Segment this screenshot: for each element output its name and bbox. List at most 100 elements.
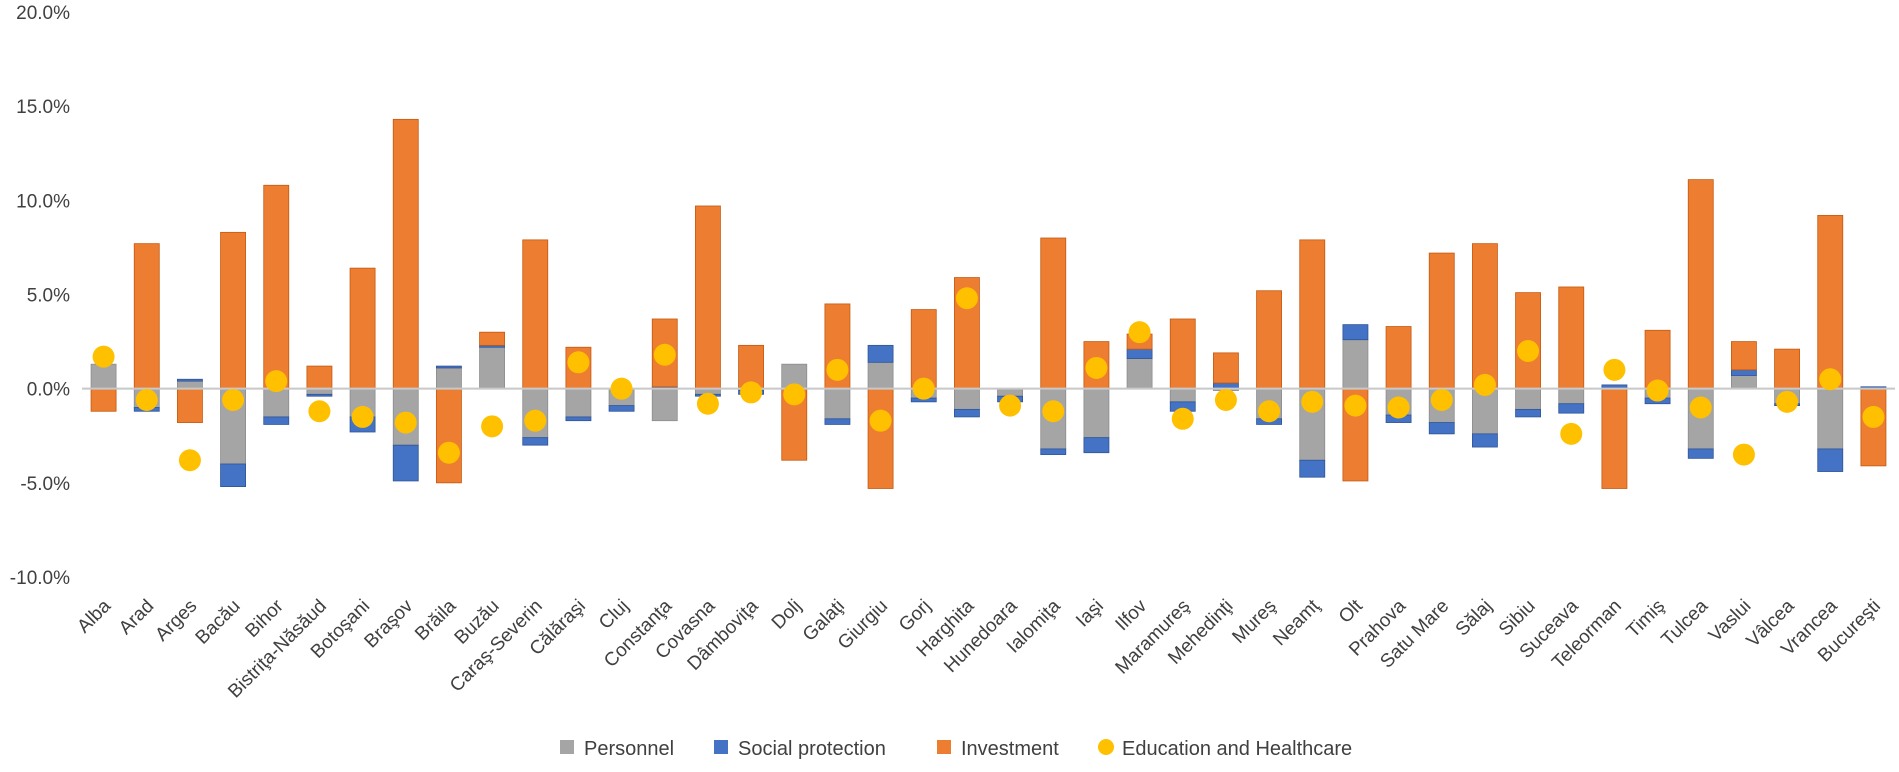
marker-education-and-healthcare xyxy=(1214,388,1237,411)
marker-education-and-healthcare xyxy=(1387,396,1410,419)
bar-personnel xyxy=(1558,388,1585,405)
markers xyxy=(92,287,1885,472)
bar-investment xyxy=(176,388,203,423)
bar-investment xyxy=(1644,329,1671,390)
marker-education-and-healthcare xyxy=(912,377,935,400)
bar-social-protection xyxy=(522,437,549,446)
legend: Personnel Social protection Investment Educ… xyxy=(560,738,1352,760)
marker-education-and-healthcare xyxy=(308,400,331,423)
bar-personnel xyxy=(1515,388,1542,410)
bar-social-protection xyxy=(1126,348,1153,359)
marker-education-and-healthcare xyxy=(92,345,115,368)
marker-education-and-healthcare xyxy=(1776,390,1799,413)
marker-education-and-healthcare xyxy=(1689,396,1712,419)
y-axis: -10.0% -5.0% 0.0% 5.0% 10.0% 15.0% 20.0% xyxy=(10,3,70,589)
bar-personnel xyxy=(1817,388,1844,450)
x-tick-label: Iaşi xyxy=(1072,596,1108,632)
marker-education-and-healthcare xyxy=(481,415,504,438)
bar-investment xyxy=(1385,326,1412,390)
legend-label: Education and Healthcare xyxy=(1122,738,1352,760)
bar-social-protection xyxy=(824,418,851,425)
x-tick-label: Cluj xyxy=(595,596,633,634)
y-tick-label: 0.0% xyxy=(27,380,70,401)
marker-education-and-healthcare xyxy=(1085,356,1108,379)
bar-investment xyxy=(1040,237,1067,390)
marker-education-and-healthcare xyxy=(1473,373,1496,396)
bar-investment xyxy=(479,331,505,346)
bar-social-protection xyxy=(1731,369,1757,376)
bar-personnel xyxy=(1342,339,1369,390)
marker-education-and-healthcare xyxy=(1430,388,1453,411)
marker-education-and-healthcare xyxy=(178,449,201,472)
bar-investment xyxy=(435,388,462,484)
bar-investment xyxy=(522,239,549,390)
marker-education-and-healthcare xyxy=(653,343,676,366)
legend-swatch xyxy=(937,740,951,754)
bar-social-protection xyxy=(176,378,203,382)
bar-investment xyxy=(1256,290,1283,390)
bar-personnel xyxy=(435,367,462,390)
legend-swatch xyxy=(1098,739,1114,755)
bar-social-protection xyxy=(435,365,462,369)
bar-personnel xyxy=(90,363,117,390)
legend-swatch xyxy=(714,740,728,754)
bar-investment xyxy=(263,184,290,390)
bar-personnel xyxy=(565,388,592,418)
x-axis: Alba AradArgesBacăuBihorBistriţa-NăsăudBo… xyxy=(73,595,1885,702)
bar-social-protection xyxy=(954,408,980,418)
y-tick-label: 10.0% xyxy=(16,191,70,212)
bar-social-protection xyxy=(392,444,419,482)
bar-personnel xyxy=(867,361,894,390)
marker-education-and-healthcare xyxy=(999,394,1022,417)
bar-investment xyxy=(1817,214,1844,390)
y-tick-label: -10.0% xyxy=(10,568,70,589)
y-tick-label: 15.0% xyxy=(16,97,70,118)
legend-label: Personnel xyxy=(584,738,674,760)
bar-personnel xyxy=(1169,388,1196,403)
bar-social-protection xyxy=(1817,448,1844,472)
legend-label: Social protection xyxy=(738,738,886,760)
marker-education-and-healthcare xyxy=(1819,368,1842,391)
bar-social-protection xyxy=(1342,324,1369,341)
bar-personnel xyxy=(1083,388,1110,439)
marker-education-and-healthcare xyxy=(524,409,547,432)
marker-education-and-healthcare xyxy=(1560,422,1583,445)
bar-social-protection xyxy=(220,463,246,488)
marker-education-and-healthcare xyxy=(567,351,590,374)
bar-investment xyxy=(1601,388,1628,489)
marker-education-and-healthcare xyxy=(1171,407,1194,430)
bar-social-protection xyxy=(608,405,635,412)
marker-education-and-healthcare xyxy=(740,381,763,404)
marker-education-and-healthcare xyxy=(1517,340,1540,362)
bar-investment xyxy=(392,118,419,390)
marker-education-and-healthcare xyxy=(394,411,417,434)
bar-investment xyxy=(1169,318,1196,390)
y-tick-label: -5.0% xyxy=(20,474,70,495)
bar-social-protection xyxy=(565,416,592,422)
bar-social-protection xyxy=(1299,459,1326,478)
bar-social-protection xyxy=(867,344,894,363)
marker-education-and-healthcare xyxy=(437,441,460,464)
bar-investment xyxy=(1213,352,1239,384)
bar-investment xyxy=(220,231,246,390)
marker-education-and-healthcare xyxy=(826,358,849,381)
bar-investment xyxy=(1774,348,1801,390)
bar-social-protection xyxy=(1428,422,1455,435)
bar-investment xyxy=(133,243,160,390)
marker-education-and-healthcare xyxy=(1301,390,1324,413)
bar-personnel xyxy=(1731,375,1757,390)
marker-education-and-healthcare xyxy=(1042,400,1065,423)
marker-education-and-healthcare xyxy=(1732,443,1755,466)
marker-education-and-healthcare xyxy=(610,377,633,400)
bar-social-protection xyxy=(1515,408,1542,418)
bar-investment xyxy=(306,365,333,390)
x-tick-label: Sălaj xyxy=(1452,596,1497,641)
bar-investment xyxy=(349,267,376,390)
marker-education-and-healthcare xyxy=(1258,400,1281,423)
bar-social-protection xyxy=(263,416,290,425)
marker-education-and-healthcare xyxy=(869,409,892,432)
bar-social-protection xyxy=(1472,433,1498,448)
marker-education-and-healthcare xyxy=(222,388,245,411)
bar-social-protection xyxy=(1083,437,1110,454)
marker-education-and-healthcare xyxy=(955,287,978,310)
